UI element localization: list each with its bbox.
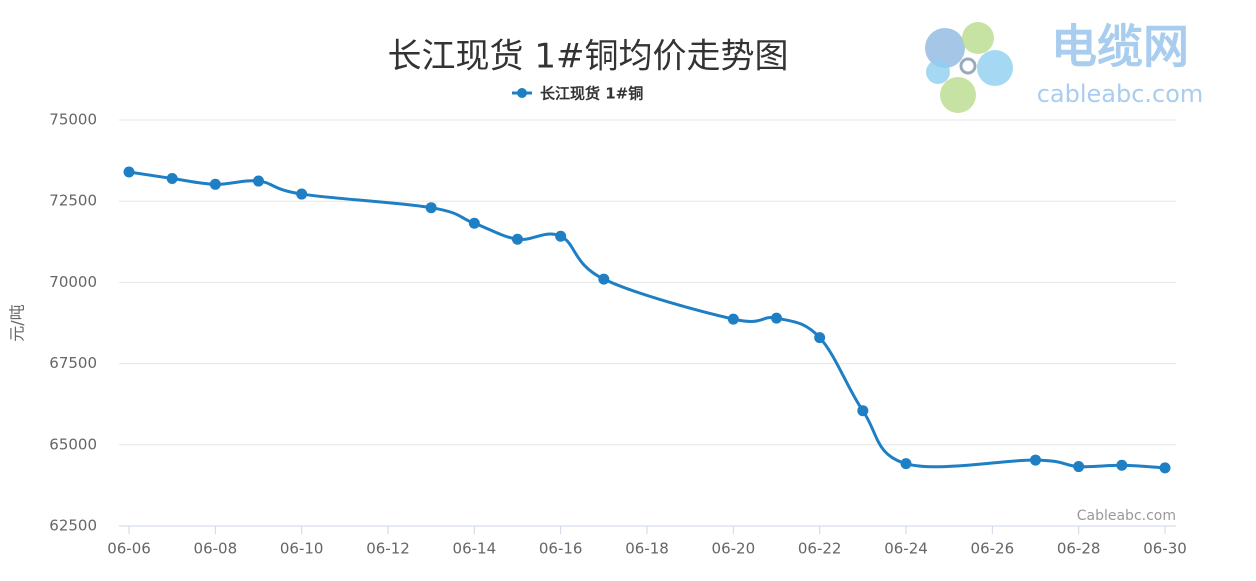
logo-petal	[940, 77, 976, 113]
data-point	[166, 172, 178, 184]
x-tick-label: 06-16	[539, 540, 583, 558]
data-point	[727, 313, 739, 325]
x-tick-label: 06-24	[884, 540, 928, 558]
y-tick-label: 70000	[49, 273, 97, 291]
data-point	[814, 332, 826, 344]
x-tick-label: 06-10	[280, 540, 324, 558]
y-tick-label: 62500	[49, 517, 97, 535]
data-point	[209, 178, 221, 190]
series-line	[128, 170, 1166, 470]
logo-petal	[925, 28, 965, 68]
data-point	[1073, 461, 1085, 473]
data-point	[253, 175, 264, 187]
x-tick-label: 06-14	[453, 540, 497, 558]
logo-petal	[926, 60, 950, 84]
y-tick-label: 75000	[49, 111, 97, 129]
logo: 电缆网 cableabc.com	[925, 20, 1204, 113]
x-tick-label: 06-12	[366, 540, 410, 558]
x-tick-label: 06-06	[107, 540, 151, 558]
credits[interactable]: Cableabc.com	[1077, 508, 1176, 524]
logo-petal	[977, 50, 1013, 86]
y-tick-label: 65000	[49, 435, 97, 453]
legend[interactable]: 长江现货 1#铜	[512, 85, 643, 103]
x-tick-label: 06-18	[625, 540, 669, 558]
logo-site: cableabc.com	[1037, 80, 1204, 108]
x-tick-label: 06-22	[798, 540, 842, 558]
y-tick-label: 67500	[49, 354, 97, 372]
data-point	[1116, 459, 1128, 471]
x-tick-label: 06-28	[1057, 540, 1101, 558]
data-point	[1030, 454, 1041, 466]
data-point	[123, 166, 135, 178]
data-point	[425, 202, 437, 214]
y-tick-label: 72500	[49, 192, 97, 210]
y-axis-label: 元/吨	[8, 304, 27, 341]
legend-label[interactable]: 长江现货 1#铜	[540, 85, 643, 103]
logo-name: 电缆网	[1051, 20, 1189, 74]
data-point	[296, 188, 308, 200]
data-point	[857, 405, 869, 417]
chart-title: 长江现货 1#铜均价走势图	[388, 37, 789, 77]
data-point	[598, 273, 610, 285]
data-point	[555, 230, 567, 242]
x-tick-label: 06-08	[194, 540, 238, 558]
data-point	[1159, 462, 1171, 474]
data-point	[512, 233, 523, 245]
x-tick-label: 06-20	[712, 540, 756, 558]
legend-marker	[517, 88, 527, 98]
data-point	[468, 217, 480, 229]
x-tick-label: 06-26	[971, 540, 1015, 558]
x-tick-label: 06-30	[1143, 540, 1187, 558]
logo-petal	[962, 22, 994, 54]
logo-center	[959, 57, 977, 75]
data-point	[771, 312, 782, 324]
data-point	[900, 458, 912, 470]
